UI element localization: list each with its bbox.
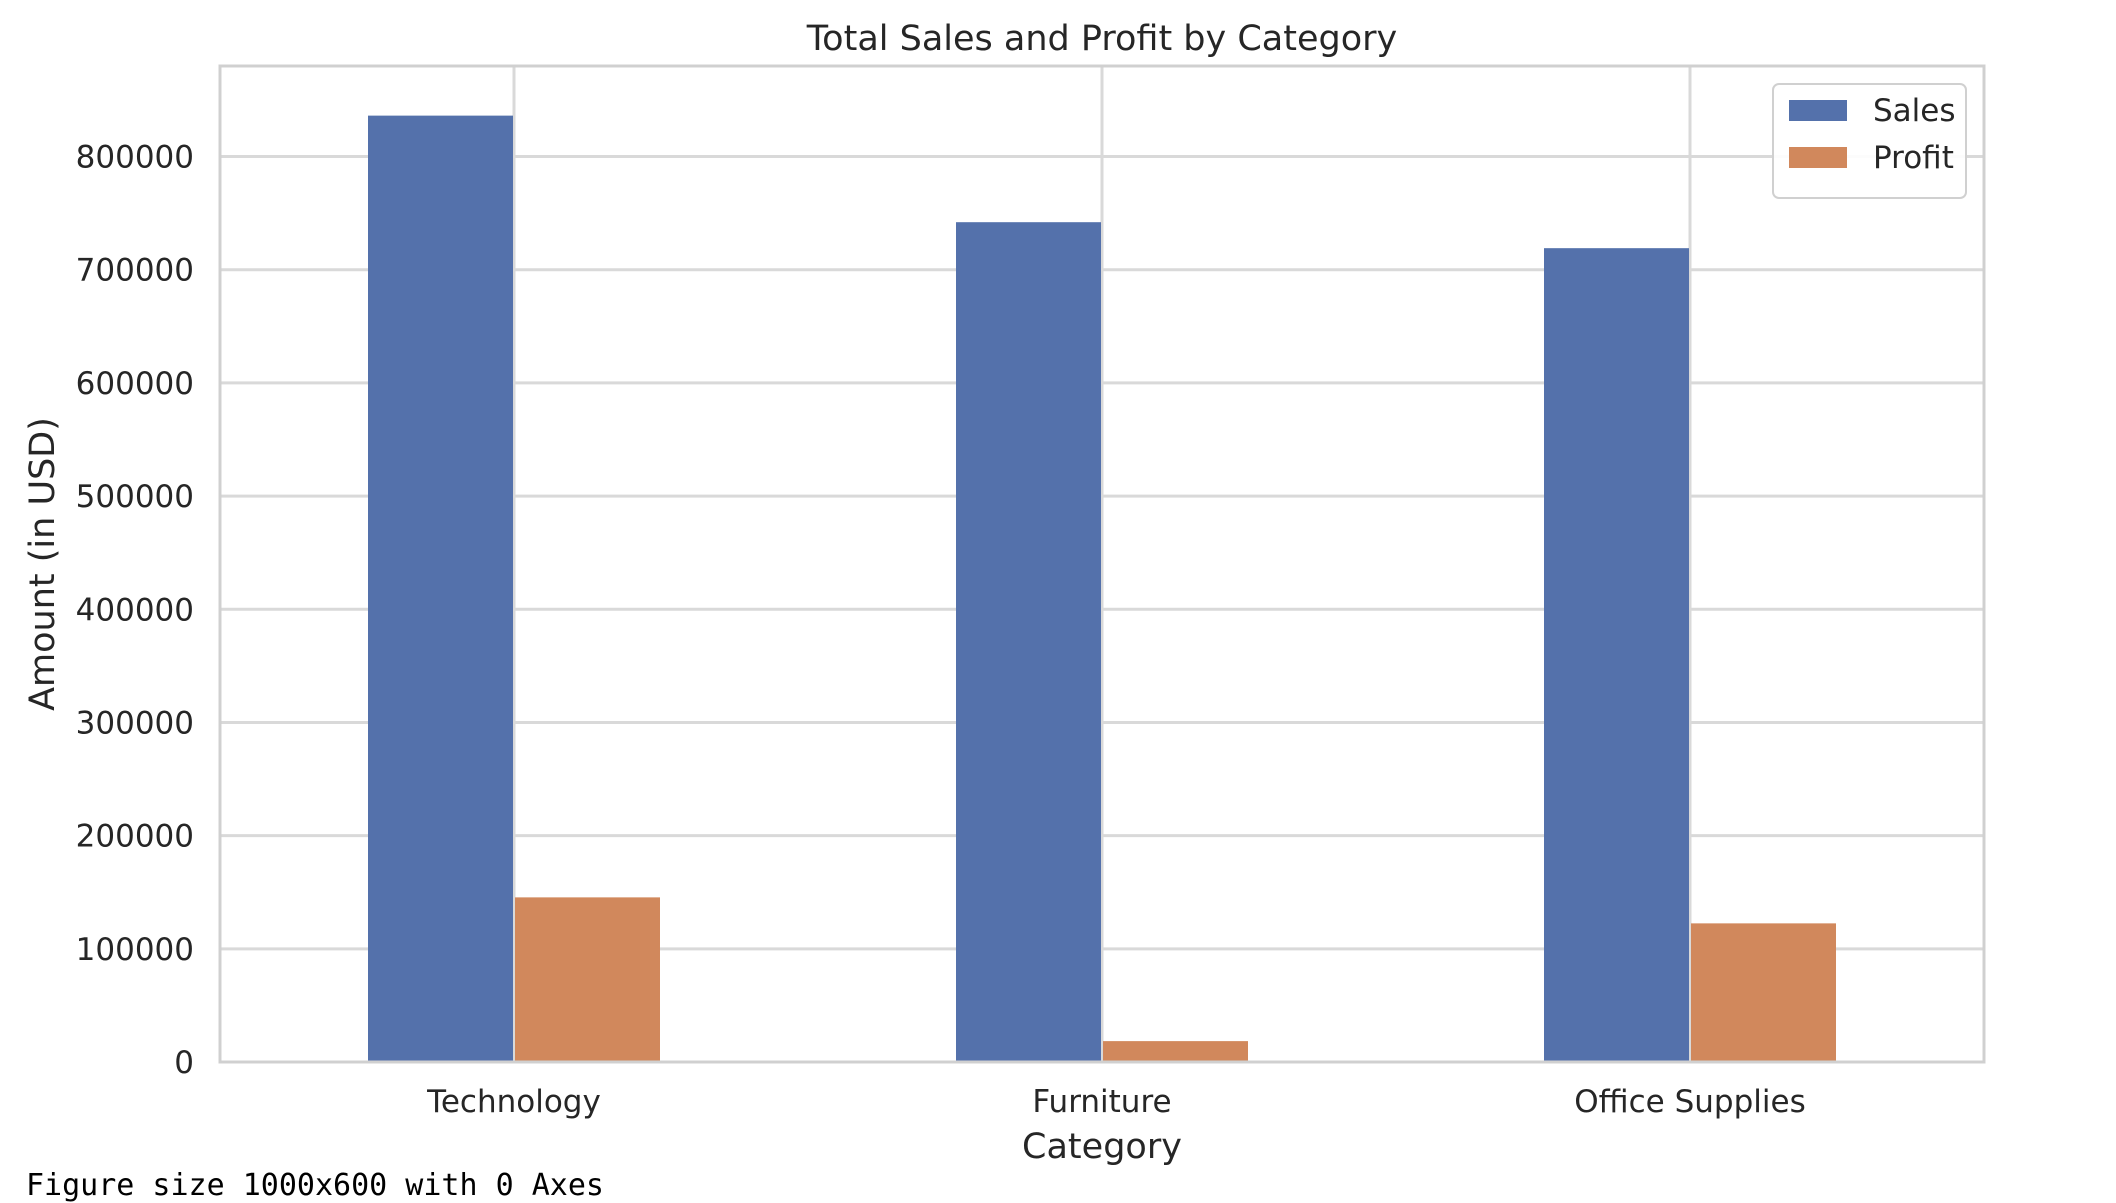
y-tick-label: 300000 <box>76 705 194 741</box>
bar-profit <box>1691 923 1836 1062</box>
x-axis-label: Category <box>1022 1127 1182 1167</box>
chart-title: Total Sales and Profit by Category <box>806 19 1397 59</box>
y-tick-label: 800000 <box>76 140 194 176</box>
bar-sales <box>956 222 1101 1063</box>
bars <box>368 115 1836 1063</box>
bar-sales <box>1544 248 1689 1062</box>
y-tick-label: 500000 <box>76 479 194 515</box>
grid-lines <box>220 66 1984 1064</box>
x-tick-label: Technology <box>426 1084 601 1120</box>
legend-swatch <box>1789 100 1847 121</box>
legend-label: Profit <box>1873 140 1954 176</box>
axes-frame <box>218 64 1986 1064</box>
y-tick-label: 100000 <box>76 932 194 968</box>
x-tick-labels: Technology Furniture Office Supplies <box>426 1084 1806 1120</box>
legend-label: Sales <box>1873 93 1956 129</box>
y-tick-label: 700000 <box>76 253 194 289</box>
x-tick-label: Furniture <box>1032 1084 1171 1120</box>
legend-swatch <box>1789 147 1847 168</box>
y-tick-label: 200000 <box>76 819 194 855</box>
y-tick-labels: 0 100000 200000 300000 400000 500000 600000 700… <box>76 140 194 1081</box>
bar-sales <box>368 115 513 1062</box>
y-tick-label: 600000 <box>76 366 194 402</box>
bar-profit <box>1103 1041 1248 1062</box>
figure-size-note: Figure size 1000x600 with 0 Axes <box>26 1168 604 1203</box>
y-tick-label: 0 <box>174 1045 194 1081</box>
y-axis-label: Amount (in USD) <box>23 417 63 711</box>
bar-profit <box>515 897 660 1062</box>
legend: Sales Profit <box>1772 83 1967 199</box>
y-tick-label: 400000 <box>76 592 194 628</box>
x-tick-label: Office Supplies <box>1574 1084 1805 1120</box>
